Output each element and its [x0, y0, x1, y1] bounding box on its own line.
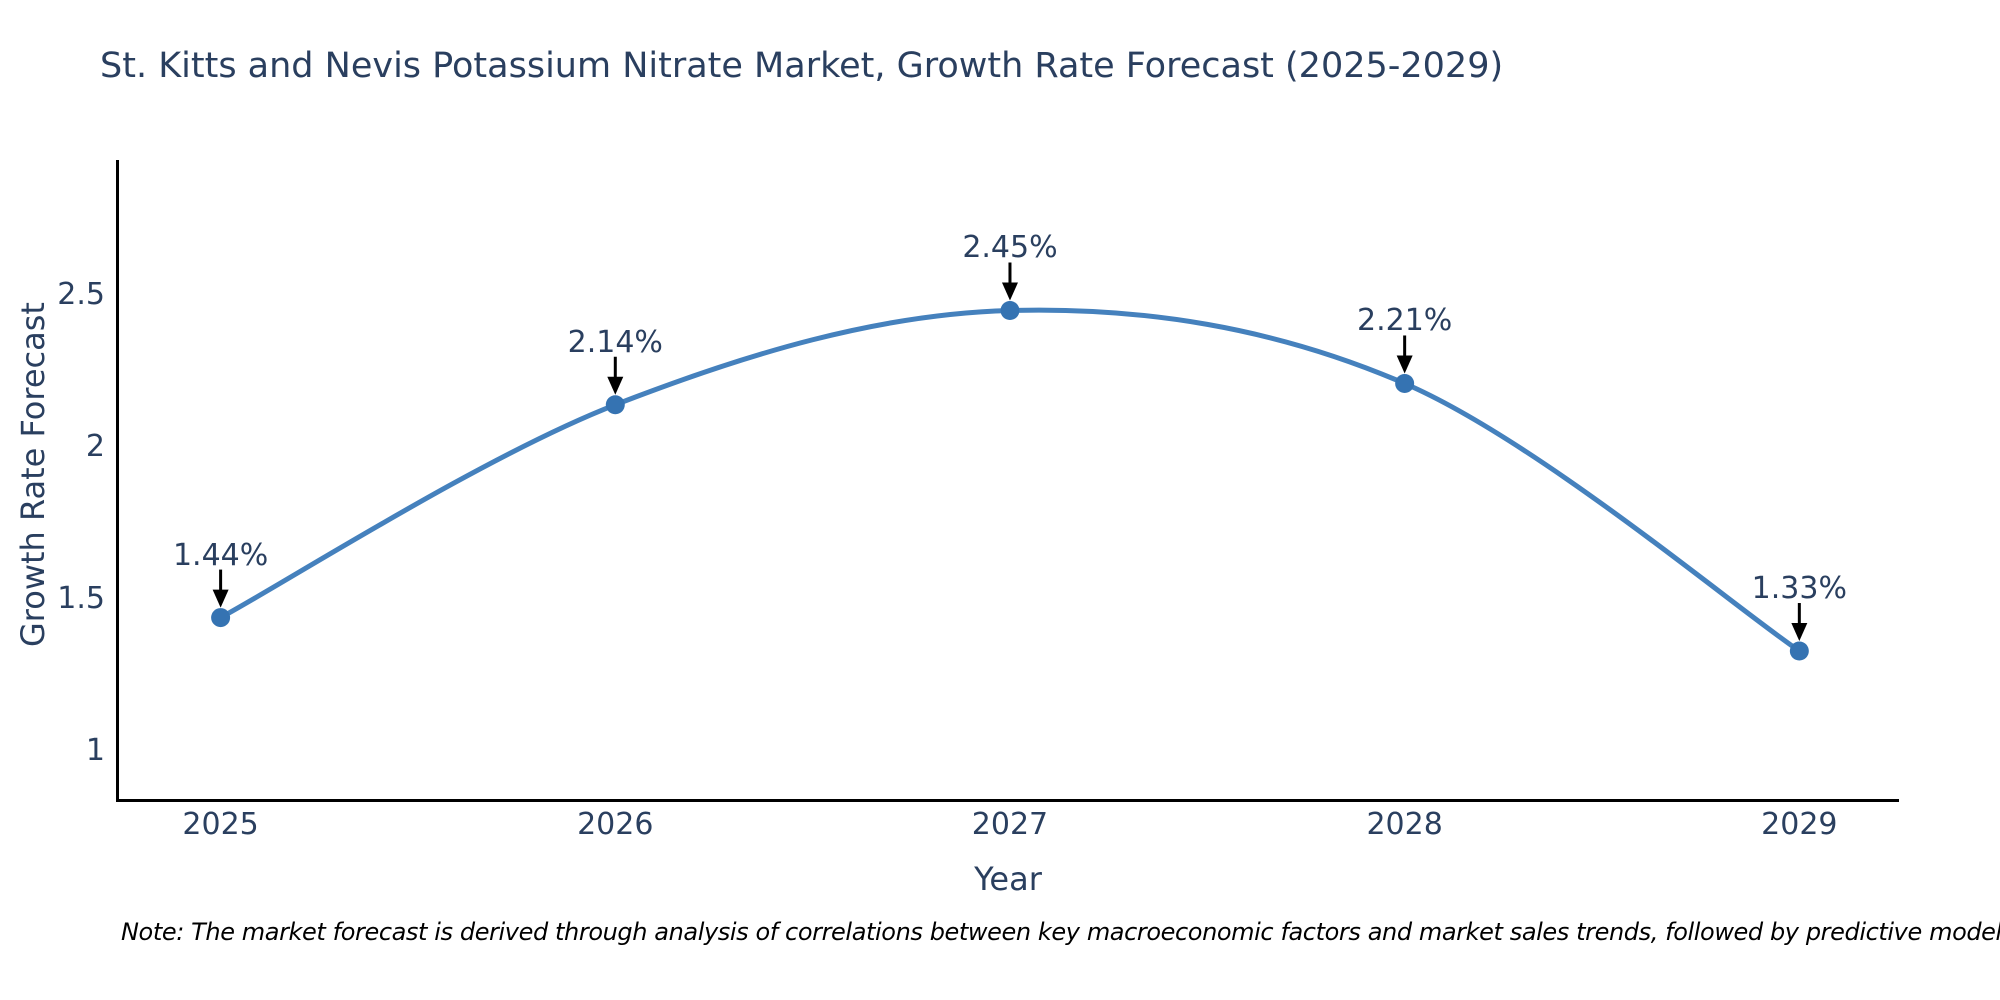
annotation-label: 2.21%	[1356, 303, 1453, 339]
data-point-marker	[1789, 641, 1809, 661]
data-point-marker	[605, 395, 625, 415]
y-axis-line	[116, 160, 119, 802]
chart-title: St. Kitts and Nevis Potassium Nitrate Ma…	[100, 46, 1504, 86]
x-tick-label: 2029	[1761, 807, 1838, 842]
annotation-label: 2.45%	[962, 230, 1058, 266]
annotation-arrow-head	[212, 589, 229, 608]
y-tick-label: 2	[85, 429, 105, 465]
annotation-label: 1.44%	[172, 537, 269, 573]
x-axis-line	[116, 799, 1899, 802]
data-point-marker	[1395, 373, 1415, 393]
x-tick-label: 2027	[971, 807, 1049, 842]
annotation-arrow-head	[1396, 355, 1413, 374]
x-tick-label: 2025	[182, 807, 259, 842]
x-tick-label: 2028	[1366, 807, 1443, 842]
x-axis-title: Year	[974, 860, 1042, 898]
trend-line	[219, 307, 1801, 654]
annotation-arrow-head	[607, 376, 624, 395]
note-text: Note: The market forecast is derived thr…	[121, 918, 2000, 946]
annotation-arrow-head	[1791, 623, 1808, 642]
x-tick-label: 2026	[577, 807, 654, 842]
data-point-marker	[1000, 300, 1020, 320]
annotation-label: 2.14%	[567, 324, 663, 360]
y-tick-label: 1	[85, 733, 105, 769]
annotation-arrow-head	[1001, 282, 1018, 301]
annotation-label: 1.33%	[1751, 571, 1847, 607]
y-tick-label: 1.5	[57, 581, 105, 617]
data-point-marker	[211, 608, 231, 628]
y-tick-label: 2.5	[57, 277, 105, 313]
